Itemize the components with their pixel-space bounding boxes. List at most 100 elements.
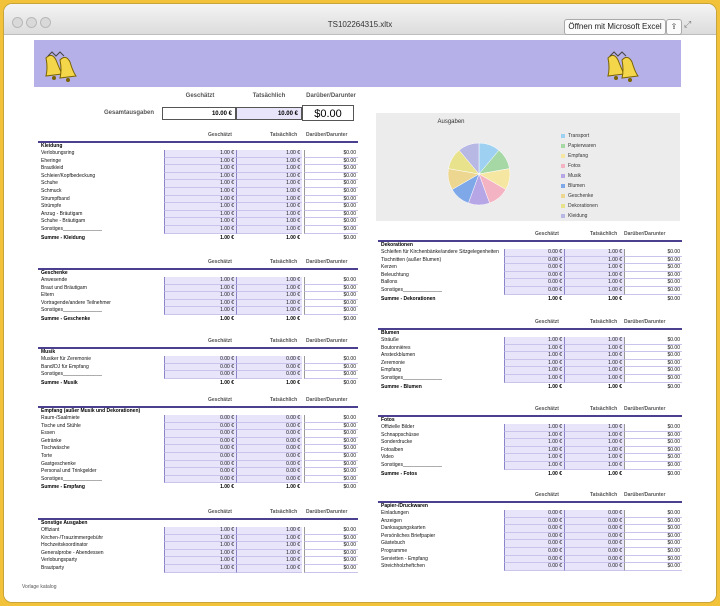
- difference-cell[interactable]: $0.00: [624, 264, 682, 272]
- open-with-excel-button[interactable]: Öffnen mit Microsoft Excel: [564, 19, 666, 35]
- difference-cell[interactable]: $0.00: [624, 256, 682, 265]
- actual-cell[interactable]: 1.00 €: [236, 218, 302, 226]
- difference-cell[interactable]: $0.00: [624, 337, 682, 345]
- estimated-cell[interactable]: 0.00 €: [164, 356, 236, 364]
- actual-cell[interactable]: 1.00 €: [564, 454, 624, 462]
- section-total-cell[interactable]: $0.00: [624, 382, 682, 391]
- estimated-cell[interactable]: 0.00 €: [504, 563, 564, 571]
- actual-cell[interactable]: 1.00 €: [236, 225, 302, 234]
- difference-cell[interactable]: $0.00: [624, 279, 682, 287]
- difference-cell[interactable]: $0.00: [624, 555, 682, 564]
- estimated-cell[interactable]: 1.00 €: [504, 424, 564, 432]
- difference-cell[interactable]: $0.00: [624, 540, 682, 548]
- actual-cell[interactable]: 1.00 €: [236, 542, 302, 550]
- total-difference-cell[interactable]: $0.00: [302, 105, 354, 121]
- estimated-cell[interactable]: 1.00 €: [164, 225, 236, 234]
- estimated-cell[interactable]: 0.00 €: [504, 256, 564, 265]
- estimated-cell[interactable]: 1.00 €: [164, 195, 236, 204]
- actual-cell[interactable]: 1.00 €: [236, 557, 302, 565]
- actual-cell[interactable]: 0.00 €: [236, 437, 302, 446]
- section-total-cell[interactable]: $0.00: [304, 233, 358, 242]
- estimated-cell[interactable]: 1.00 €: [504, 367, 564, 375]
- difference-cell[interactable]: $0.00: [624, 532, 682, 541]
- actual-cell[interactable]: 1.00 €: [564, 337, 624, 345]
- estimated-cell[interactable]: 1.00 €: [164, 165, 236, 173]
- estimated-cell[interactable]: 0.00 €: [504, 279, 564, 287]
- actual-cell[interactable]: 1.00 €: [564, 352, 624, 360]
- fullscreen-icon[interactable]: ⤢: [684, 19, 692, 29]
- actual-cell[interactable]: 1.00 €: [236, 210, 302, 219]
- estimated-cell[interactable]: 0.00 €: [504, 271, 564, 280]
- difference-cell[interactable]: $0.00: [624, 249, 682, 257]
- estimated-cell[interactable]: 1.00 €: [164, 284, 236, 293]
- actual-cell[interactable]: 1.00 €: [236, 284, 302, 293]
- estimated-cell[interactable]: 1.00 €: [504, 344, 564, 353]
- actual-cell[interactable]: 0.00 €: [564, 563, 624, 571]
- difference-cell[interactable]: $0.00: [624, 424, 682, 432]
- section-total-cell[interactable]: 1.00 €: [236, 233, 302, 242]
- estimated-cell[interactable]: 1.00 €: [164, 210, 236, 219]
- estimated-cell[interactable]: 0.00 €: [504, 525, 564, 533]
- total-actual-cell[interactable]: 10.00 €: [236, 107, 302, 120]
- difference-cell[interactable]: $0.00: [304, 475, 358, 484]
- estimated-cell[interactable]: 0.00 €: [504, 517, 564, 526]
- difference-cell[interactable]: $0.00: [624, 374, 682, 383]
- actual-cell[interactable]: 0.00 €: [236, 452, 302, 461]
- difference-cell[interactable]: $0.00: [304, 187, 358, 196]
- estimated-cell[interactable]: 0.00 €: [164, 460, 236, 469]
- actual-cell[interactable]: 0.00 €: [564, 540, 624, 548]
- actual-cell[interactable]: 1.00 €: [564, 359, 624, 368]
- difference-cell[interactable]: $0.00: [304, 210, 358, 219]
- difference-cell[interactable]: $0.00: [624, 352, 682, 360]
- actual-cell[interactable]: 1.00 €: [236, 292, 302, 300]
- estimated-cell[interactable]: 1.00 €: [504, 446, 564, 455]
- difference-cell[interactable]: $0.00: [304, 165, 358, 173]
- actual-cell[interactable]: 1.00 €: [564, 367, 624, 375]
- estimated-cell[interactable]: 1.00 €: [504, 454, 564, 462]
- actual-cell[interactable]: 0.00 €: [564, 532, 624, 541]
- section-total-cell[interactable]: 1.00 €: [504, 382, 564, 391]
- difference-cell[interactable]: $0.00: [304, 218, 358, 226]
- difference-cell[interactable]: $0.00: [304, 157, 358, 166]
- section-total-cell[interactable]: 1.00 €: [504, 294, 564, 303]
- difference-cell[interactable]: $0.00: [304, 534, 358, 543]
- actual-cell[interactable]: 1.00 €: [564, 344, 624, 353]
- actual-cell[interactable]: 0.00 €: [236, 445, 302, 453]
- estimated-cell[interactable]: 0.00 €: [504, 532, 564, 541]
- section-total-cell[interactable]: $0.00: [304, 483, 358, 491]
- actual-cell[interactable]: 1.00 €: [236, 165, 302, 173]
- difference-cell[interactable]: $0.00: [304, 299, 358, 308]
- difference-cell[interactable]: $0.00: [304, 284, 358, 293]
- share-button[interactable]: ⇪: [666, 19, 682, 35]
- difference-cell[interactable]: $0.00: [624, 563, 682, 571]
- section-total-cell[interactable]: 1.00 €: [164, 314, 236, 323]
- section-total-cell[interactable]: 1.00 €: [504, 469, 564, 478]
- difference-cell[interactable]: $0.00: [624, 431, 682, 440]
- estimated-cell[interactable]: 1.00 €: [504, 431, 564, 440]
- actual-cell[interactable]: 1.00 €: [236, 195, 302, 204]
- estimated-cell[interactable]: 1.00 €: [504, 461, 564, 470]
- actual-cell[interactable]: 0.00 €: [564, 517, 624, 526]
- estimated-cell[interactable]: 0.00 €: [164, 363, 236, 372]
- actual-cell[interactable]: 1.00 €: [564, 279, 624, 287]
- estimated-cell[interactable]: 1.00 €: [164, 557, 236, 565]
- estimated-cell[interactable]: 0.00 €: [504, 540, 564, 548]
- actual-cell[interactable]: 1.00 €: [564, 439, 624, 447]
- difference-cell[interactable]: $0.00: [624, 461, 682, 470]
- estimated-cell[interactable]: 1.00 €: [504, 359, 564, 368]
- estimated-cell[interactable]: 0.00 €: [164, 437, 236, 446]
- section-total-cell[interactable]: $0.00: [304, 314, 358, 323]
- actual-cell[interactable]: 1.00 €: [564, 461, 624, 470]
- estimated-cell[interactable]: 1.00 €: [164, 277, 236, 285]
- estimated-cell[interactable]: 0.00 €: [504, 510, 564, 518]
- estimated-cell[interactable]: 0.00 €: [504, 555, 564, 564]
- difference-cell[interactable]: $0.00: [304, 356, 358, 364]
- actual-cell[interactable]: 1.00 €: [236, 172, 302, 181]
- spreadsheet-preview[interactable]: Geschätzt Tatsächlich Darüber/Darunter G…: [4, 35, 716, 602]
- estimated-cell[interactable]: 1.00 €: [164, 157, 236, 166]
- actual-cell[interactable]: 1.00 €: [236, 549, 302, 558]
- actual-cell[interactable]: 1.00 €: [564, 256, 624, 265]
- close-window-button[interactable]: [12, 17, 23, 28]
- zoom-window-button[interactable]: [40, 17, 51, 28]
- difference-cell[interactable]: $0.00: [624, 510, 682, 518]
